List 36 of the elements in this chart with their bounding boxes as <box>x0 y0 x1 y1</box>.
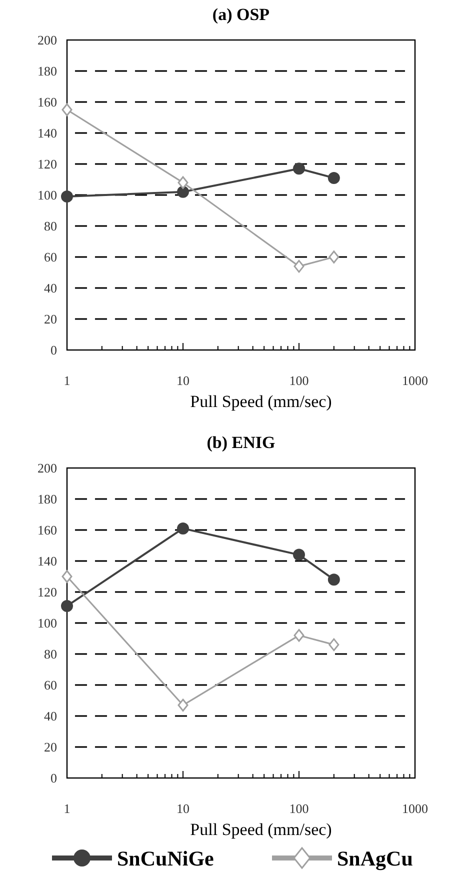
legend-label: SnAgCu <box>337 846 414 870</box>
x-axis-title: Pull Speed (mm/sec) <box>190 820 332 839</box>
y-tick-label: 20 <box>44 312 57 327</box>
x-tick-label: 1000 <box>402 801 428 816</box>
x-tick-label: 1 <box>64 801 70 816</box>
y-tick-label: 140 <box>38 554 57 569</box>
y-tick-label: 0 <box>50 342 57 358</box>
y-tick-label: 160 <box>38 94 57 110</box>
x-axis-title: Pull Speed (mm/sec) <box>190 392 332 411</box>
y-tick-label: 60 <box>44 678 57 693</box>
x-tick-label: 100 <box>289 373 309 388</box>
y-tick-label: 200 <box>38 32 57 48</box>
y-tick-label: 140 <box>38 126 57 141</box>
y-tick-label: 0 <box>50 770 57 786</box>
x-tick-label: 100 <box>289 801 309 816</box>
legend-label: SnCuNiGe <box>117 846 214 870</box>
y-tick-label: 20 <box>44 740 57 755</box>
x-tick-label: 10 <box>176 373 190 388</box>
y-tick-label: 80 <box>44 218 57 234</box>
y-tick-label: 100 <box>38 616 57 631</box>
y-tick-label: 100 <box>38 188 57 203</box>
chart-title: (b) ENIG <box>206 433 276 452</box>
x-tick-label: 10 <box>176 801 190 816</box>
y-tick-label: 40 <box>44 280 57 296</box>
y-tick-label: 180 <box>38 492 57 507</box>
y-tick-label: 120 <box>38 156 57 172</box>
y-tick-label: 40 <box>44 708 57 724</box>
y-tick-label: 200 <box>38 460 57 476</box>
y-tick-label: 180 <box>38 64 57 79</box>
y-tick-label: 120 <box>38 584 57 600</box>
y-tick-label: 80 <box>44 646 57 662</box>
chart-title: (a) OSP <box>212 5 270 24</box>
x-tick-label: 1 <box>64 373 70 388</box>
y-tick-label: 160 <box>38 522 57 538</box>
y-tick-label: 60 <box>44 250 57 265</box>
x-tick-label: 1000 <box>402 373 428 388</box>
